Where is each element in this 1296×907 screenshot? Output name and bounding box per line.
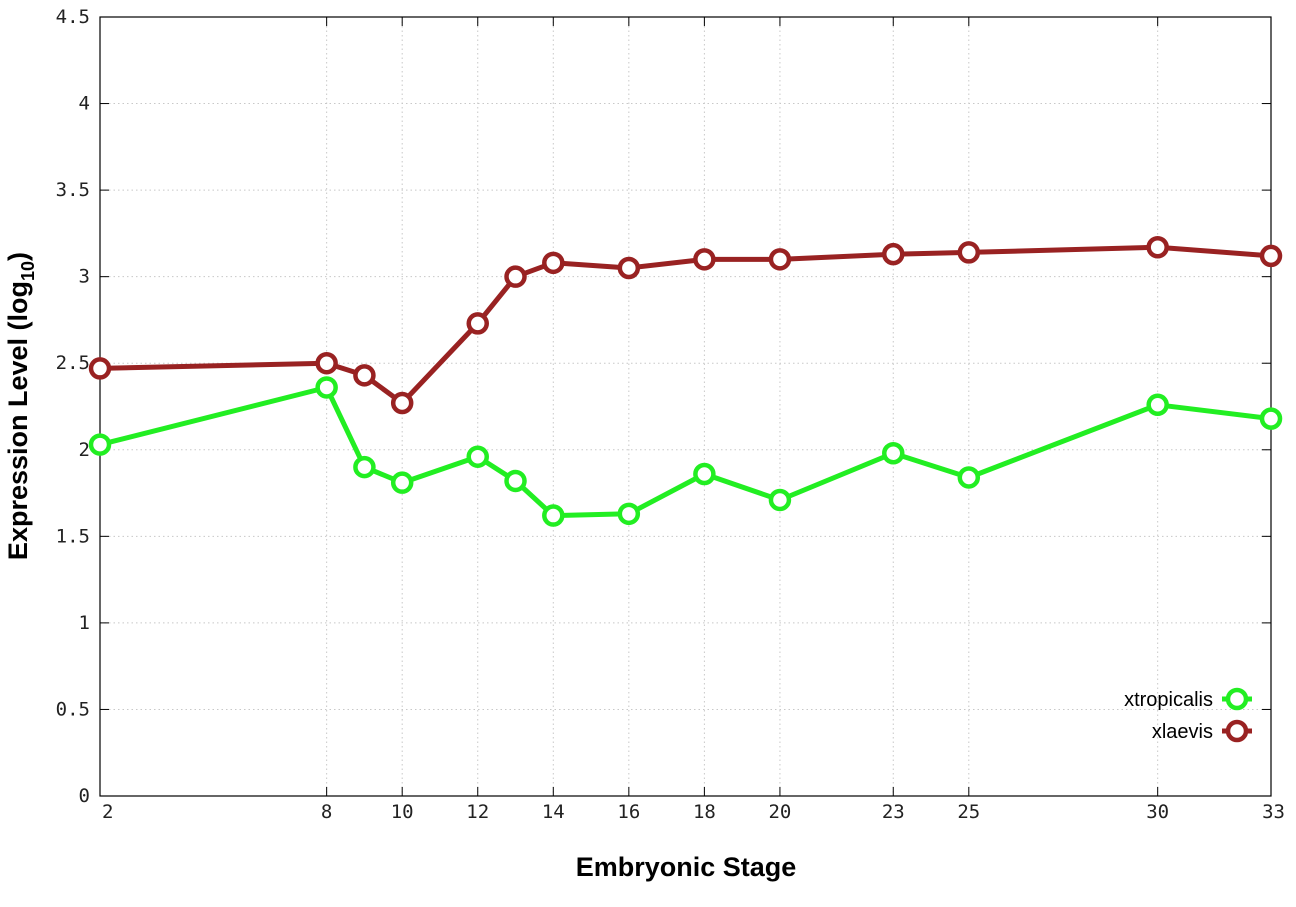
legend-label-xlaevis: xlaevis xyxy=(1152,721,1213,743)
x-tick-label: 18 xyxy=(693,801,716,823)
data-point-xtropicalis xyxy=(353,455,376,479)
data-point-xlaevis xyxy=(1146,235,1169,259)
x-tick-label: 20 xyxy=(768,801,791,823)
series-xlaevis xyxy=(88,235,1283,415)
y-axis-title-suffix: ) xyxy=(3,252,33,261)
x-tick-label: 8 xyxy=(321,801,332,823)
data-point-xtropicalis xyxy=(315,376,338,399)
x-tick-label: 2 xyxy=(102,801,113,823)
y-tick-label: 0.5 xyxy=(56,698,90,720)
grid xyxy=(100,17,1271,796)
y-axis-title: Expression Level (log10) xyxy=(3,252,38,560)
y-tick-label: 1 xyxy=(79,612,90,634)
series-line-xtropicalis xyxy=(99,385,1272,519)
data-point-xlaevis xyxy=(390,391,414,415)
data-point-xtropicalis xyxy=(1259,407,1283,430)
data-point-xtropicalis xyxy=(957,466,981,489)
x-tick-label: 10 xyxy=(391,801,414,823)
data-point-xlaevis xyxy=(617,256,641,280)
x-tick-label: 30 xyxy=(1146,801,1169,823)
data-point-xtropicalis xyxy=(693,462,716,486)
data-point-xtropicalis xyxy=(768,488,792,512)
data-point-xtropicalis xyxy=(466,445,489,468)
y-tick-label: 3 xyxy=(79,266,90,288)
legend-label-xtropicalis: xtropicalis xyxy=(1124,689,1213,711)
data-point-xtropicalis xyxy=(504,469,527,493)
legend-item-xtropicalis: xtropicalis xyxy=(1124,687,1252,711)
data-point-xtropicalis xyxy=(617,502,641,526)
series-xtropicalis xyxy=(88,376,1283,527)
data-point-xlaevis xyxy=(882,242,905,266)
y-tick-label: 3.5 xyxy=(56,179,90,201)
plot-frame xyxy=(99,16,1272,797)
y-axis-title-subscript: 10 xyxy=(18,261,38,281)
data-point-xlaevis xyxy=(693,248,716,271)
data-point-xlaevis xyxy=(466,312,489,335)
legend-item-xlaevis: xlaevis xyxy=(1152,719,1252,743)
data-point-xtropicalis xyxy=(88,433,112,456)
series-line-xlaevis xyxy=(99,244,1272,406)
y-tick-label: 4 xyxy=(79,93,90,115)
legend-swatch-marker-xtropicalis xyxy=(1225,687,1249,711)
data-point-xlaevis xyxy=(768,248,792,271)
y-axis-title-main: Expression Level (log xyxy=(3,281,33,560)
y-tick-label: 2 xyxy=(79,439,90,461)
x-tick-label: 14 xyxy=(542,801,565,823)
x-tick-label: 33 xyxy=(1262,801,1285,823)
data-point-xlaevis xyxy=(353,364,376,387)
data-point-xtropicalis xyxy=(390,471,414,494)
legend-swatch-marker-xlaevis xyxy=(1225,719,1249,743)
x-tick-label: 25 xyxy=(957,801,980,823)
data-point-xlaevis xyxy=(957,241,981,264)
y-tick-label: 2.5 xyxy=(56,352,90,374)
data-point-xtropicalis xyxy=(542,504,565,527)
x-tick-label: 12 xyxy=(466,801,489,823)
x-tick-label: 23 xyxy=(882,801,905,823)
data-point-xtropicalis xyxy=(1146,393,1169,417)
legend: xtropicalis xlaevis xyxy=(1124,687,1252,743)
data-point-xlaevis xyxy=(315,351,338,375)
y-tick-label: 4.5 xyxy=(56,6,90,28)
data-point-xlaevis xyxy=(1259,244,1283,268)
series-group xyxy=(88,235,1283,527)
axis-ticks: 0 0.5 1 1.5 2 2.5 3 3.5 4 4.5 2 8 10 12 14 16 18 20 23 25 30… xyxy=(56,6,1285,823)
y-tick-label: 0 xyxy=(79,785,90,807)
x-tick-label: 16 xyxy=(617,801,640,823)
data-point-xlaevis xyxy=(542,251,565,275)
data-point-xlaevis xyxy=(88,357,112,380)
data-point-xtropicalis xyxy=(882,441,905,465)
x-axis-title: Embryonic Stage xyxy=(576,852,797,882)
data-point-xlaevis xyxy=(504,265,527,288)
y-tick-label: 1.5 xyxy=(56,525,90,547)
